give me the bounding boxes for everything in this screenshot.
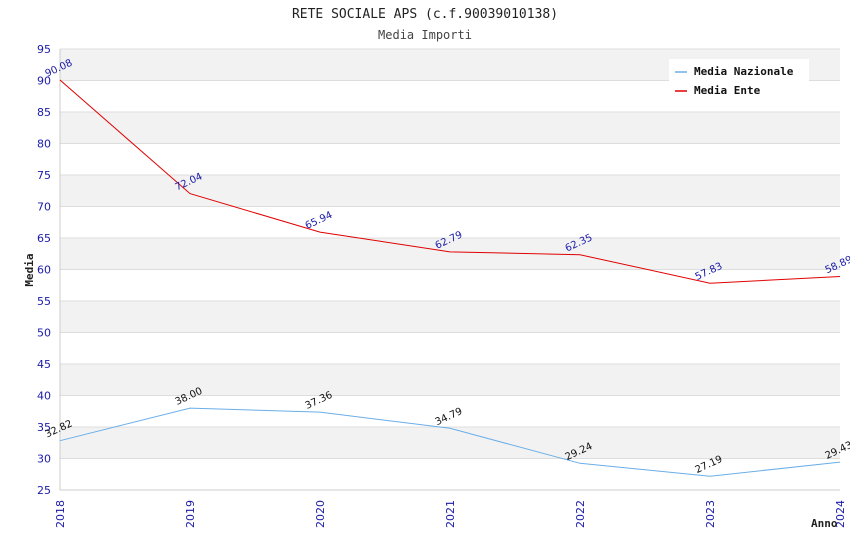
x-tick-labels: 2018 2019 2020 2021 2022 2023 2024: [54, 500, 847, 528]
x-tick-label-2023: 2023: [704, 500, 717, 528]
x-tick-label-2019: 2019: [184, 500, 197, 528]
x-tick-label-2022: 2022: [574, 500, 587, 528]
y-tick-label-65: 65: [37, 232, 51, 245]
legend-box: [669, 59, 809, 103]
gridlines: [60, 48, 840, 491]
chart-subtitle: Media Importi: [378, 28, 472, 42]
x-tick-label-2021: 2021: [444, 500, 457, 528]
y-tick-label-50: 50: [37, 327, 51, 340]
series-line-media-nazionale: [59, 407, 841, 477]
series-lines: [59, 79, 841, 477]
background-band: [60, 269, 840, 301]
y-tick-label-60: 60: [37, 264, 51, 277]
y-tick-label-55: 55: [37, 295, 51, 308]
chart-title: RETE SOCIALE APS (c.f.90039010138): [292, 7, 558, 22]
y-tick-label-35: 35: [37, 421, 51, 434]
background-band: [60, 395, 840, 427]
series-line-media-ente: [59, 79, 841, 284]
background-bands: [60, 49, 840, 490]
y-tick-label-45: 45: [37, 358, 51, 371]
x-tick-label-2018: 2018: [54, 500, 67, 528]
y-tick-label-85: 85: [37, 106, 51, 119]
legend-label-media-ente: Media Ente: [694, 84, 761, 97]
background-band: [60, 143, 840, 175]
x-axis-title: Anno: [811, 517, 838, 530]
background-band: [60, 206, 840, 238]
x-tick-label-2020: 2020: [314, 500, 327, 528]
legend: Media Nazionale Media Ente: [669, 59, 809, 103]
y-tick-label-75: 75: [37, 169, 51, 182]
y-tick-label-95: 95: [37, 43, 51, 56]
y-tick-label-70: 70: [37, 201, 51, 214]
y-tick-label-25: 25: [37, 484, 51, 497]
background-band: [60, 112, 840, 144]
y-axis-title: Media: [23, 253, 36, 286]
background-band: [60, 238, 840, 270]
x-tick-label-2024: 2024: [834, 500, 847, 528]
y-tick-label-30: 30: [37, 453, 51, 466]
background-band: [60, 175, 840, 207]
y-tick-labels: 25 30 35 40 45 50 55 60 65 70 75 80 85 90 95: [37, 43, 51, 497]
background-band: [60, 364, 840, 396]
legend-label-media-nazionale: Media Nazionale: [694, 65, 794, 78]
background-band: [60, 458, 840, 490]
y-tick-label-40: 40: [37, 390, 51, 403]
background-band: [60, 427, 840, 459]
background-band: [60, 301, 840, 333]
y-tick-label-90: 90: [37, 75, 51, 88]
background-band: [60, 332, 840, 364]
y-tick-label-80: 80: [37, 138, 51, 151]
